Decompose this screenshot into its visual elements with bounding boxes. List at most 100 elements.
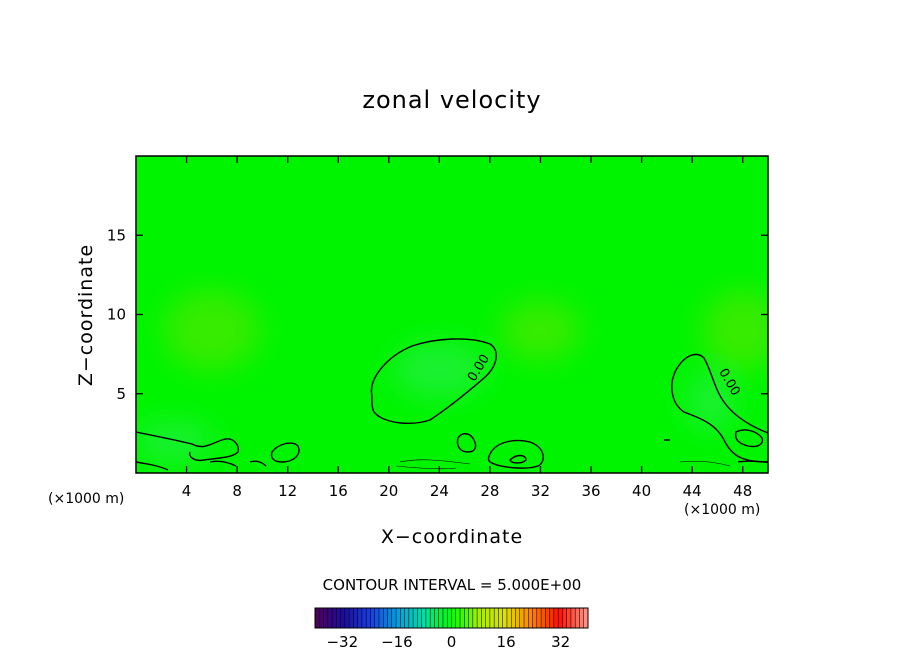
colorbar-swatch [357, 607, 363, 629]
contour-line [671, 353, 768, 463]
plot-area: 0.00 0.00 [136, 156, 768, 473]
colorbar-swatch [481, 607, 487, 629]
colorbar-tick-label: 32 [551, 633, 570, 651]
colorbar-swatch [336, 607, 342, 629]
contour-line [509, 454, 527, 464]
colorbar-swatch [417, 607, 423, 629]
colorbar-swatch [404, 607, 410, 629]
colorbar-swatch [455, 607, 461, 629]
colorbar-swatch [374, 607, 380, 629]
colorbar-swatch [344, 607, 350, 629]
x-tick-label: 4 [182, 482, 192, 500]
colorbar-swatch [378, 607, 384, 629]
colorbar-swatch [434, 607, 440, 629]
colorbar-swatch [468, 607, 474, 629]
x-tick-label: 44 [683, 482, 702, 500]
contour-interval-text: CONTOUR INTERVAL = 5.000E+00 [322, 576, 582, 594]
contour-line [679, 460, 731, 467]
colorbar-swatch [549, 607, 555, 629]
colorbar-tick-label: −16 [381, 633, 413, 651]
x-unit-label-right: (×1000 m) [684, 502, 761, 518]
colorbar-swatch [361, 607, 367, 629]
colorbar-swatch [515, 607, 521, 629]
colorbar-swatch [442, 607, 448, 629]
colorbar-swatch [314, 607, 320, 629]
contour-line [370, 338, 497, 424]
y-axis-label: Z−coordinate [75, 243, 97, 387]
x-tick-label: 48 [733, 482, 752, 500]
colorbar-swatch [451, 607, 457, 629]
colorbar-swatch [472, 607, 478, 629]
x-tick-label: 28 [480, 482, 499, 500]
colorbar-swatch [425, 607, 431, 629]
x-tick-label: 40 [632, 482, 651, 500]
x-tick-label: 8 [232, 482, 242, 500]
x-tick-label: 32 [531, 482, 550, 500]
colorbar-swatch [532, 607, 538, 629]
colorbar-swatch [574, 607, 580, 629]
colorbar-swatch [566, 607, 572, 629]
colorbar-swatch [353, 607, 359, 629]
colorbar-swatch [459, 607, 465, 629]
colorbar-swatch [464, 607, 470, 629]
colorbar-swatch [502, 607, 508, 629]
colorbar-swatch [485, 607, 491, 629]
colorbar-swatch [476, 607, 482, 629]
y-tick-label: 5 [116, 385, 126, 403]
contour-line [249, 460, 267, 467]
contour-line [399, 459, 471, 465]
contour-line [734, 429, 764, 448]
x-unit-label-left: (×1000 m) [48, 491, 125, 507]
x-tick-label: 20 [379, 482, 398, 500]
colorbar-swatch [570, 607, 576, 629]
y-tick-label: 10 [107, 306, 126, 324]
colorbar-swatch [438, 607, 444, 629]
x-axis-label: X−coordinate [380, 526, 524, 548]
colorbar-swatch [429, 607, 435, 629]
colorbar-swatch [506, 607, 512, 629]
colorbar-tick-label: 0 [447, 633, 457, 651]
contour-line [136, 461, 169, 471]
colorbar-swatch [387, 607, 393, 629]
contour-line [209, 460, 237, 467]
colorbar-swatch [579, 607, 585, 629]
colorbar-swatch [540, 607, 546, 629]
colorbar-swatch [557, 607, 563, 629]
shading-blob [687, 371, 736, 432]
colorbar-swatch [536, 607, 542, 629]
colorbar-swatch [510, 607, 516, 629]
contour-line [136, 431, 239, 462]
colorbar-swatch [395, 607, 401, 629]
chart-title: zonal velocity [362, 86, 542, 114]
colorbar-tick-label: 16 [497, 633, 516, 651]
colorbar-swatch [400, 607, 406, 629]
colorbar-swatch [493, 607, 499, 629]
colorbar-swatch [370, 607, 376, 629]
colorbar-swatch [319, 607, 324, 629]
shading-blob [163, 290, 260, 371]
colorbar-swatch [383, 607, 388, 629]
shading-blob [500, 300, 581, 361]
shading-blob [702, 290, 768, 371]
colorbar-swatch [562, 607, 568, 629]
colorbar-swatch [498, 607, 504, 629]
y-tick-label: 15 [107, 226, 126, 244]
colorbar-swatch [340, 607, 346, 629]
contour-line [487, 439, 544, 469]
colorbar-tick-label: −32 [326, 633, 358, 651]
colorbar-swatch [327, 607, 333, 629]
colorbar-swatch [553, 607, 559, 629]
colorbar-swatch [412, 607, 418, 629]
x-tick-label: 16 [329, 482, 348, 500]
colorbar-swatch [545, 607, 551, 629]
colorbar-swatch [331, 607, 337, 629]
colorbar-swatch [365, 607, 371, 629]
colorbar-swatch [421, 607, 427, 629]
contour-line [737, 460, 768, 463]
colorbar-swatch [528, 607, 533, 629]
x-tick-label: 36 [581, 482, 600, 500]
colorbar-swatch [489, 607, 495, 629]
x-tick-label: 12 [278, 482, 297, 500]
colorbar-swatch [323, 607, 329, 629]
